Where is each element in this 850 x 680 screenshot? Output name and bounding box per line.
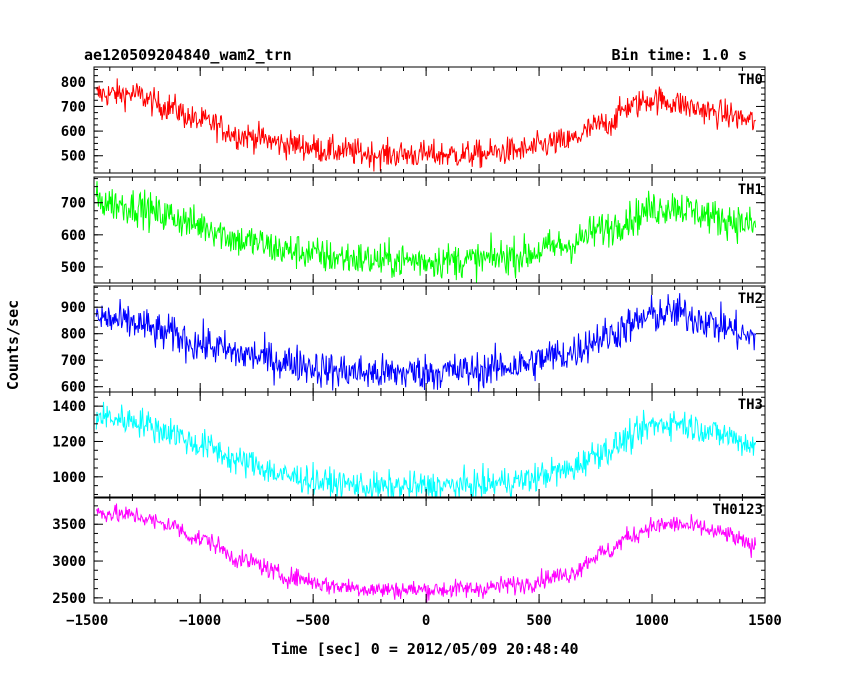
y-tick-label: 900 <box>61 300 86 316</box>
panel-frame <box>93 176 766 284</box>
panel-th2: 600 700 800 900 TH2 <box>61 285 766 396</box>
series-line-th1 <box>95 181 757 284</box>
y-tick-label: 600 <box>61 380 86 396</box>
figure-title: ae120509204840_wam2_trn <box>84 46 292 64</box>
y-tick-label: 2500 <box>52 591 86 607</box>
y-tick-label: 700 <box>61 99 86 115</box>
panel-label: TH1 <box>738 182 763 198</box>
panels-group: 500 600 700 800 TH0 500 600 700 TH1 600 700 800 900 T… <box>52 66 782 629</box>
series-line-th0123 <box>95 503 757 603</box>
x-tick-label: 1000 <box>635 613 669 629</box>
panel-th0: 500 600 700 800 TH0 <box>61 66 766 174</box>
panel-label: TH0 <box>738 72 763 88</box>
x-tick-label: 500 <box>526 613 551 629</box>
panel-frame <box>93 391 766 499</box>
y-tick-label: 800 <box>61 327 86 343</box>
y-tick-label: 1200 <box>52 434 86 450</box>
x-tick-label: −1000 <box>179 613 221 629</box>
panel-th1: 500 600 700 TH1 <box>61 176 766 284</box>
panel-label: TH2 <box>738 291 763 307</box>
series-line-th2 <box>95 293 757 393</box>
y-tick-label: 3000 <box>52 554 86 570</box>
x-tick-label: −1500 <box>66 613 108 629</box>
y-tick-label: 700 <box>61 353 86 369</box>
y-axis-label: Counts/sec <box>4 300 22 390</box>
panel-th3: 1000 1200 1400 TH3 <box>52 391 766 499</box>
y-tick-label: 1400 <box>52 399 86 415</box>
panel-label: TH0123 <box>712 502 763 518</box>
y-tick-label: 800 <box>61 75 86 91</box>
panel-th0123: 2500 3000 3500 TH0123 <box>52 496 766 607</box>
series-line-th3 <box>95 401 757 499</box>
y-tick-label: 700 <box>61 196 86 212</box>
series-line-th0 <box>95 78 756 172</box>
bin-time-label: Bin time: 1.0 s <box>612 46 747 64</box>
y-tick-label: 1000 <box>52 470 86 486</box>
y-tick-label: 500 <box>61 260 86 276</box>
x-tick-label: −500 <box>296 613 330 629</box>
y-tick-label: 500 <box>61 149 86 165</box>
panel-frame <box>93 496 766 604</box>
panel-frame <box>93 66 766 174</box>
x-tick-label: 1500 <box>748 613 782 629</box>
x-tick-label: 0 <box>422 613 430 629</box>
y-tick-label: 3500 <box>52 517 86 533</box>
panel-label: TH3 <box>738 397 763 413</box>
x-axis-label: Time [sec] 0 = 2012/05/09 20:48:40 <box>271 640 578 658</box>
y-tick-label: 600 <box>61 228 86 244</box>
y-tick-label: 600 <box>61 124 86 140</box>
